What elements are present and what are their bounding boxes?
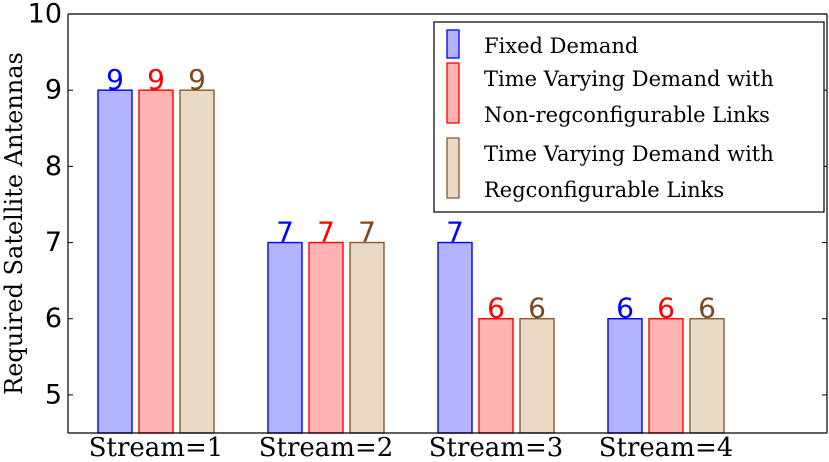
bar-s3-c3 (519, 318, 555, 434)
y-tick-label-1: 5 (45, 379, 62, 410)
bar-s2-c3 (478, 318, 514, 434)
bar-s1-c4 (607, 318, 643, 434)
axes-group (67, 13, 828, 434)
y-axis-label: Required Satellite Antennas (0, 52, 28, 395)
legend-label-2-line-1: Time Varying Demand with (484, 67, 774, 91)
y-tick-label-3: 7 (45, 227, 62, 258)
data-label-s1-c3: 7 (446, 216, 464, 249)
data-label-s1-c4: 6 (616, 292, 634, 325)
data-label-s2-c1: 9 (147, 63, 165, 96)
data-label-s3-c1: 9 (188, 63, 206, 96)
legend-label-1-line-1: Fixed Demand (484, 34, 638, 58)
data-labels-group: 9 9 97 7 7 76 6 6 6 6 (106, 63, 716, 325)
data-label-s3-c4: 6 (698, 292, 716, 325)
data-label-s3-c2: 7 (358, 216, 376, 249)
data-label-s3-c3: 6 (528, 292, 546, 325)
bar-s1-c2 (267, 241, 303, 434)
x-tick-label-3: Stream=3 (429, 433, 564, 462)
legend-label-2-line-2: Non-regconfigurable Links (484, 103, 770, 127)
y-tick-label-5: 9 (45, 75, 62, 106)
bar-s1-c1 (97, 89, 133, 434)
legend-label-3-line-2: Regconfigurable Links (484, 178, 724, 202)
bar-s2-c4 (648, 318, 684, 434)
x-tick-label-1: Stream=1 (89, 433, 224, 462)
data-label-s1-c1: 9 (106, 63, 124, 96)
data-label-s1-c2: 7 (276, 216, 294, 249)
legend-swatch-3 (446, 137, 460, 199)
y-axis-label-group: Required Satellite Antennas (0, 52, 28, 395)
data-label-s2-c2: 7 (317, 216, 335, 249)
bar-s3-c1 (179, 89, 215, 434)
y-tick-label-2: 6 (45, 303, 62, 334)
data-label-s2-c4: 6 (657, 292, 675, 325)
bar-s2-c1 (138, 89, 174, 434)
bar-s3-c2 (349, 241, 385, 434)
bar-s1-c3 (437, 241, 473, 434)
bar-s3-c4 (689, 318, 725, 434)
legend-swatch-1 (446, 29, 460, 59)
legend-label-3-line-1: Time Varying Demand with (484, 142, 774, 166)
legend-swatch-2 (446, 62, 460, 124)
y-ticks-group: 5 6 7 8 9 10 (28, 0, 827, 410)
bar-s2-c2 (308, 241, 344, 434)
data-label-s2-c3: 6 (487, 292, 505, 325)
x-ticks-group: Stream=1 Stream=2 Stream=3 Stream=4 (89, 433, 734, 462)
legend-box (433, 21, 825, 213)
x-tick-label-4: Stream=4 (599, 433, 734, 462)
y-tick-label-6: 10 (28, 0, 62, 30)
legend: Fixed Demand Time Varying Demand with Non-… (433, 21, 825, 213)
bars-group (97, 89, 725, 434)
y-tick-label-4: 8 (45, 151, 62, 182)
x-tick-label-2: Stream=2 (259, 433, 394, 462)
